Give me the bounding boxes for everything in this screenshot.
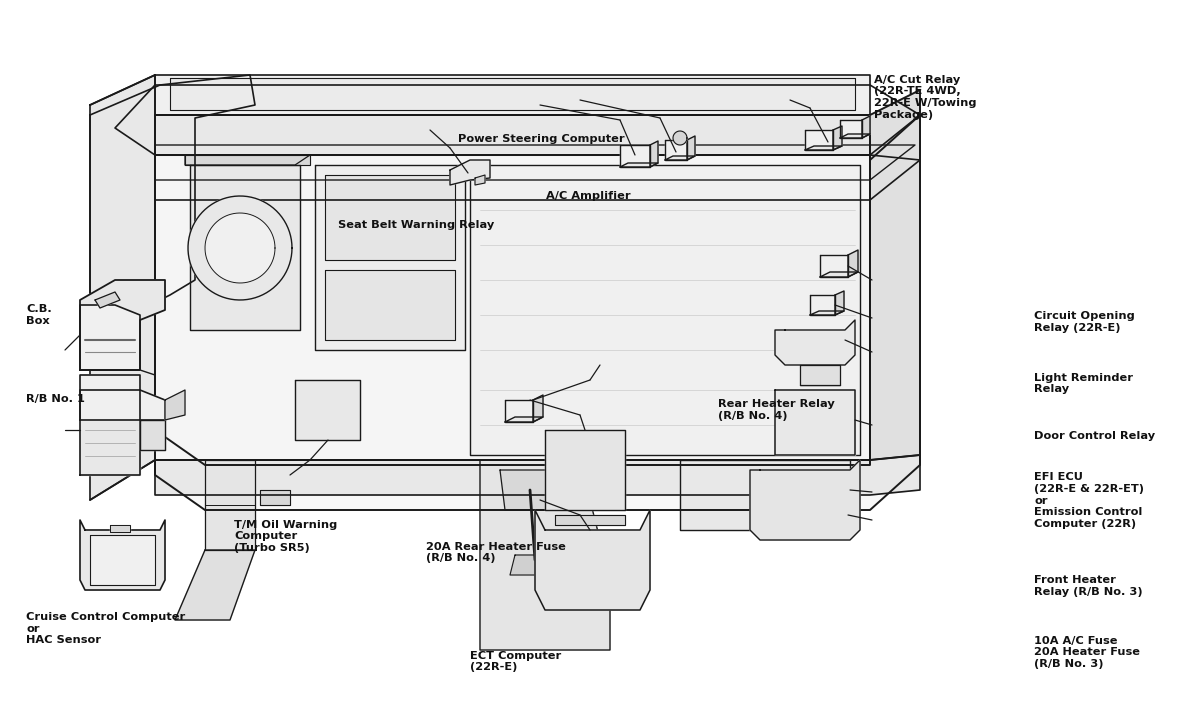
Polygon shape [835, 291, 844, 315]
Polygon shape [840, 134, 870, 138]
Polygon shape [110, 525, 130, 532]
Polygon shape [325, 270, 455, 340]
Polygon shape [810, 295, 835, 315]
Polygon shape [90, 75, 256, 310]
Polygon shape [775, 390, 854, 455]
Polygon shape [535, 510, 650, 610]
Polygon shape [90, 75, 155, 500]
Text: Power Steering Computer: Power Steering Computer [458, 134, 625, 144]
Polygon shape [155, 155, 870, 460]
Polygon shape [166, 390, 185, 420]
Text: A/C Cut Relay
(22R-TE 4WD,
22R-E W/Towing
Package): A/C Cut Relay (22R-TE 4WD, 22R-E W/Towin… [874, 75, 976, 120]
Polygon shape [810, 311, 844, 315]
Polygon shape [155, 145, 916, 180]
Text: C.B.
Box: C.B. Box [26, 304, 52, 326]
Text: Rear Heater Relay
(R/B No. 4): Rear Heater Relay (R/B No. 4) [718, 399, 834, 421]
Polygon shape [750, 460, 860, 540]
Polygon shape [805, 146, 842, 150]
Polygon shape [665, 140, 686, 160]
Text: R/B No. 1: R/B No. 1 [26, 394, 85, 404]
Polygon shape [620, 163, 658, 167]
Polygon shape [470, 165, 860, 455]
Polygon shape [190, 165, 300, 330]
Polygon shape [295, 380, 360, 440]
Polygon shape [545, 430, 625, 510]
Text: A/C Amplifier: A/C Amplifier [546, 191, 631, 201]
Text: Door Control Relay: Door Control Relay [1034, 431, 1156, 441]
Polygon shape [260, 490, 290, 505]
Polygon shape [840, 120, 862, 138]
Polygon shape [510, 555, 554, 575]
Polygon shape [800, 365, 840, 385]
Polygon shape [650, 141, 658, 167]
Polygon shape [205, 460, 256, 550]
Text: Circuit Opening
Relay (22R-E): Circuit Opening Relay (22R-E) [1034, 312, 1135, 333]
Polygon shape [205, 213, 275, 283]
Polygon shape [775, 320, 854, 365]
Polygon shape [170, 78, 854, 110]
Polygon shape [175, 550, 256, 620]
Polygon shape [554, 515, 625, 525]
Polygon shape [505, 417, 542, 422]
Polygon shape [870, 90, 920, 460]
Polygon shape [620, 145, 650, 167]
Polygon shape [805, 130, 833, 150]
Polygon shape [673, 131, 686, 145]
Polygon shape [500, 470, 565, 510]
Polygon shape [820, 272, 858, 277]
Polygon shape [505, 400, 533, 422]
Polygon shape [820, 255, 848, 277]
Polygon shape [90, 535, 155, 585]
Polygon shape [686, 136, 695, 160]
Polygon shape [155, 115, 920, 200]
Polygon shape [325, 175, 455, 260]
Text: T/M Oil Warning
Computer
(Turbo SR5): T/M Oil Warning Computer (Turbo SR5) [234, 520, 337, 553]
Polygon shape [680, 460, 850, 530]
Polygon shape [188, 196, 292, 300]
Polygon shape [848, 250, 858, 277]
Polygon shape [80, 390, 140, 475]
Polygon shape [480, 460, 610, 650]
Text: Light Reminder
Relay: Light Reminder Relay [1034, 373, 1134, 394]
Polygon shape [140, 420, 166, 450]
Polygon shape [155, 115, 870, 155]
Polygon shape [155, 455, 920, 495]
Text: Cruise Control Computer
or
HAC Sensor: Cruise Control Computer or HAC Sensor [26, 612, 186, 645]
Polygon shape [155, 115, 920, 510]
Polygon shape [95, 292, 120, 308]
Text: Seat Belt Warning Relay: Seat Belt Warning Relay [338, 220, 494, 230]
Polygon shape [665, 156, 695, 160]
Polygon shape [314, 165, 466, 350]
Polygon shape [115, 85, 920, 160]
Polygon shape [155, 75, 870, 115]
Text: EFI ECU
(22R-E & 22R-ET)
or
Emission Control
Computer (22R): EFI ECU (22R-E & 22R-ET) or Emission Con… [1034, 472, 1145, 529]
Polygon shape [185, 155, 310, 165]
Text: Front Heater
Relay (R/B No. 3): Front Heater Relay (R/B No. 3) [1034, 575, 1144, 597]
Polygon shape [833, 126, 842, 150]
Text: 10A A/C Fuse
20A Heater Fuse
(R/B No. 3): 10A A/C Fuse 20A Heater Fuse (R/B No. 3) [1034, 636, 1140, 669]
Polygon shape [80, 305, 140, 370]
Polygon shape [80, 520, 166, 590]
Polygon shape [533, 395, 542, 422]
Text: 20A Rear Heater Fuse
(R/B No. 4): 20A Rear Heater Fuse (R/B No. 4) [426, 542, 566, 563]
Polygon shape [185, 155, 310, 165]
Polygon shape [475, 175, 485, 185]
Polygon shape [862, 116, 870, 138]
Polygon shape [80, 280, 166, 370]
Polygon shape [80, 375, 166, 420]
Text: ECT Computer
(22R-E): ECT Computer (22R-E) [470, 651, 562, 672]
Polygon shape [450, 160, 490, 185]
